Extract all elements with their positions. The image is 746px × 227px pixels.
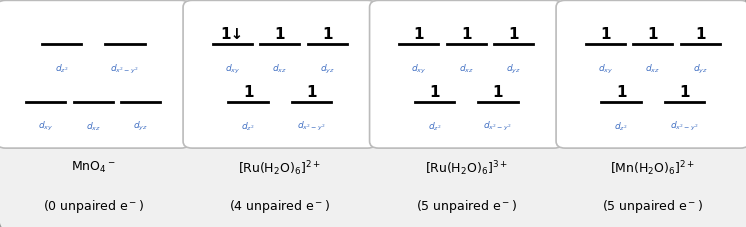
FancyBboxPatch shape	[556, 1, 746, 148]
FancyBboxPatch shape	[183, 1, 377, 148]
Text: 1: 1	[600, 27, 610, 42]
Text: $d_{xz}$: $d_{xz}$	[86, 120, 101, 132]
Text: 1: 1	[243, 84, 254, 99]
Text: 1: 1	[322, 27, 333, 42]
Text: $d_{xz}$: $d_{xz}$	[645, 63, 660, 75]
Text: (5 unpaired e$^-$): (5 unpaired e$^-$)	[602, 197, 703, 215]
Text: 1: 1	[509, 27, 519, 42]
Text: (0 unpaired e$^-$): (0 unpaired e$^-$)	[43, 197, 144, 215]
Text: $d_{xy}$: $d_{xy}$	[411, 63, 427, 76]
Text: $d_{yz}$: $d_{yz}$	[507, 63, 521, 76]
Text: (4 unpaired e$^-$): (4 unpaired e$^-$)	[229, 197, 330, 215]
Text: $d_{x^2-y^2}$: $d_{x^2-y^2}$	[483, 120, 513, 133]
Text: $d_{xz}$: $d_{xz}$	[272, 63, 287, 75]
Text: MnO$_4$$^-$: MnO$_4$$^-$	[71, 159, 116, 174]
Text: 1: 1	[430, 84, 440, 99]
Text: $d_{xy}$: $d_{xy}$	[598, 63, 613, 76]
Text: 1: 1	[461, 27, 471, 42]
Text: $d_{x^2-y^2}$: $d_{x^2-y^2}$	[110, 63, 140, 76]
Text: 1: 1	[306, 84, 316, 99]
Text: [Ru(H$_2$O)$_6$]$^{2+}$: [Ru(H$_2$O)$_6$]$^{2+}$	[238, 159, 322, 178]
Text: $d_{z^2}$: $d_{z^2}$	[54, 63, 69, 75]
Text: 1: 1	[413, 27, 424, 42]
Text: 1: 1	[275, 27, 285, 42]
Text: $d_{z^2}$: $d_{z^2}$	[427, 120, 442, 132]
Text: $d_{z^2}$: $d_{z^2}$	[614, 120, 628, 132]
Text: 1: 1	[679, 84, 689, 99]
Text: [Mn(H$_2$O)$_6$]$^{2+}$: [Mn(H$_2$O)$_6$]$^{2+}$	[610, 159, 695, 178]
Text: (5 unpaired e$^-$): (5 unpaired e$^-$)	[416, 197, 517, 215]
FancyBboxPatch shape	[369, 1, 563, 148]
Text: $d_{x^2-y^2}$: $d_{x^2-y^2}$	[297, 120, 326, 133]
Text: 1↓: 1↓	[221, 27, 244, 42]
Text: $d_{xy}$: $d_{xy}$	[38, 120, 54, 133]
Text: $d_{yz}$: $d_{yz}$	[320, 63, 335, 76]
Text: 1: 1	[492, 84, 503, 99]
Text: $d_{z^2}$: $d_{z^2}$	[241, 120, 255, 132]
Text: [Ru(H$_2$O)$_6$]$^{3+}$: [Ru(H$_2$O)$_6$]$^{3+}$	[424, 159, 508, 178]
Text: 1: 1	[616, 84, 627, 99]
Text: 1: 1	[648, 27, 658, 42]
Text: $d_{xy}$: $d_{xy}$	[225, 63, 240, 76]
Text: $d_{x^2-y^2}$: $d_{x^2-y^2}$	[670, 120, 699, 133]
Text: $d_{xz}$: $d_{xz}$	[459, 63, 474, 75]
Text: $d_{yz}$: $d_{yz}$	[693, 63, 708, 76]
Text: 1: 1	[695, 27, 706, 42]
Text: $d_{yz}$: $d_{yz}$	[134, 120, 148, 133]
FancyBboxPatch shape	[0, 1, 190, 148]
